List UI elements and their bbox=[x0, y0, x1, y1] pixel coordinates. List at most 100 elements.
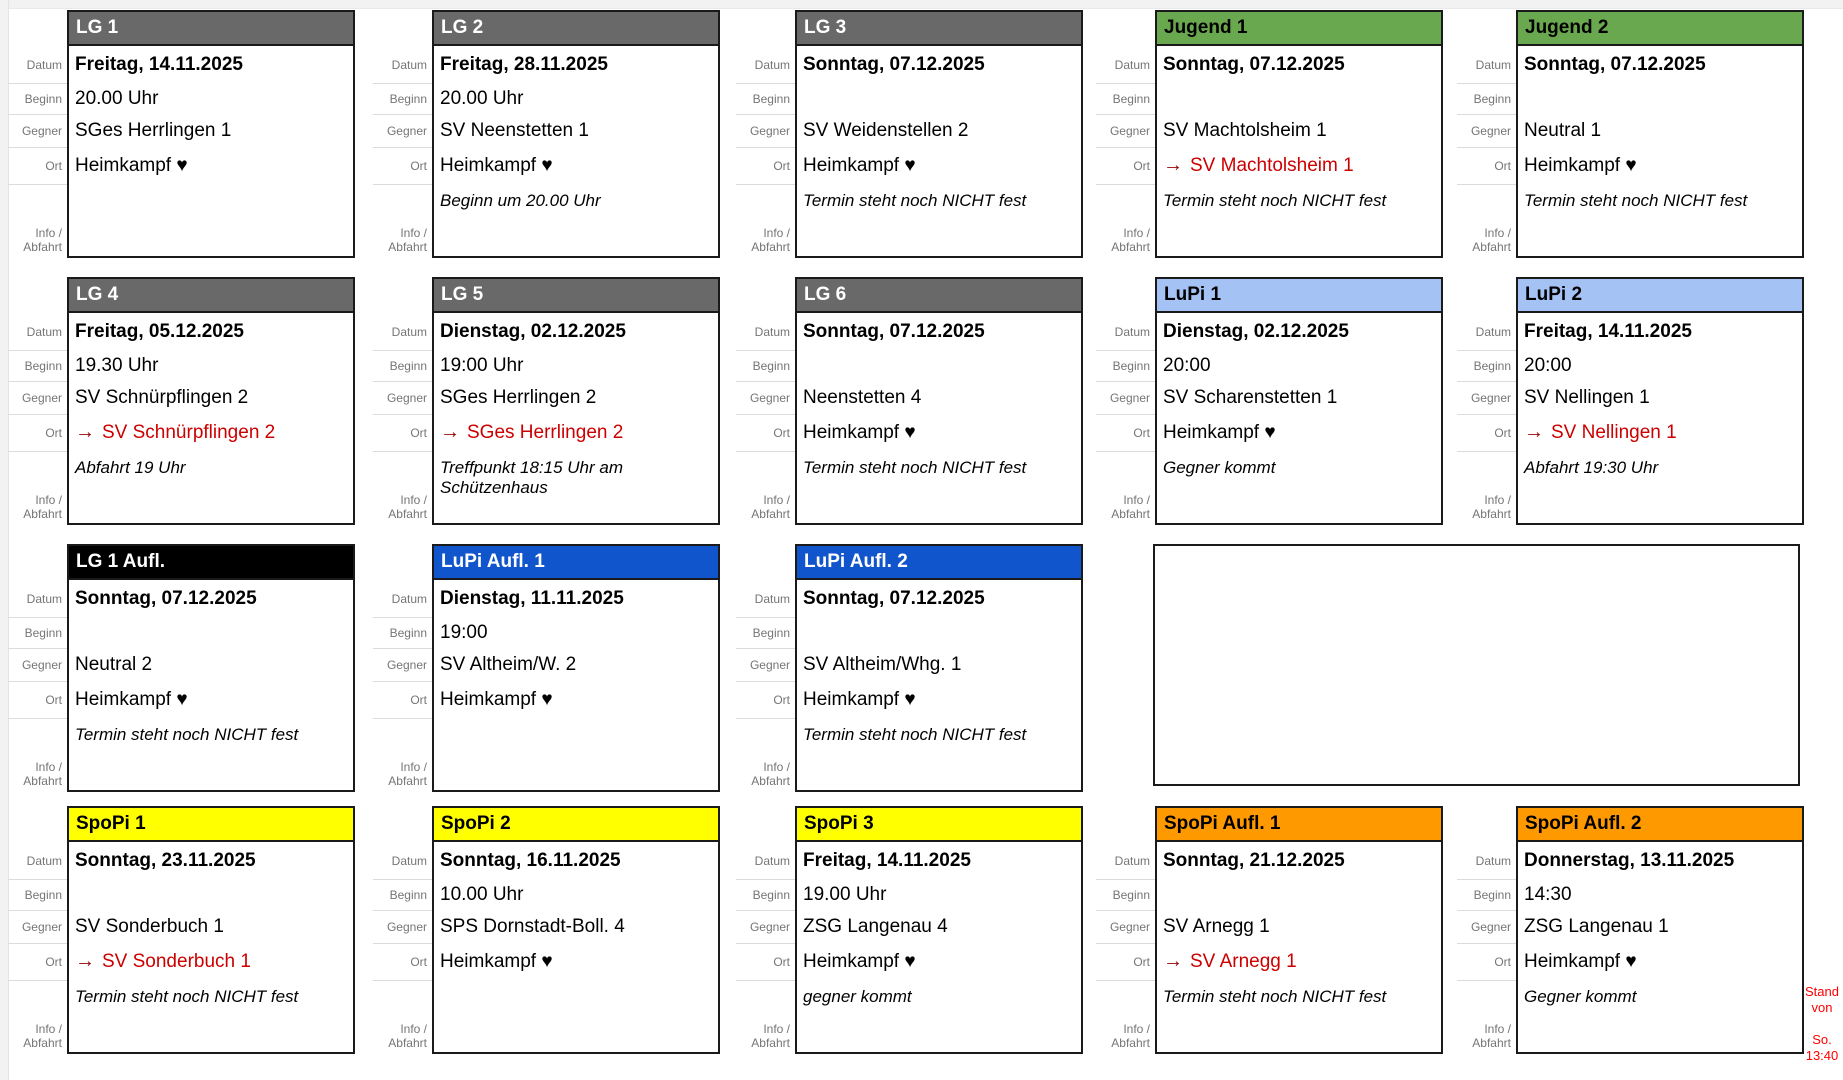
row-label-datum: Datum bbox=[1114, 324, 1150, 339]
row-label-info-line2: Abfahrt bbox=[751, 240, 790, 254]
row-label-datum: Datum bbox=[1475, 324, 1511, 339]
info-abfahrt-value: Termin steht noch NICHT fest bbox=[1163, 191, 1387, 210]
info-abfahrt-value bbox=[69, 184, 353, 256]
row-label-gegner: Gegner bbox=[1096, 381, 1155, 414]
row-label-gegner: Gegner bbox=[373, 114, 432, 147]
team-name-header: SpoPi Aufl. 2 bbox=[1518, 808, 1802, 842]
ort-text: Heimkampf ♥ bbox=[75, 154, 188, 176]
row-label-beginn: Beginn bbox=[1096, 879, 1155, 910]
row-label-info: Info / Abfahrt bbox=[1457, 980, 1516, 1054]
row-label-ort: Ort bbox=[8, 414, 67, 451]
ort-value: → Heimkampf ♥ bbox=[69, 681, 353, 718]
row-label-ort: Ort bbox=[1457, 414, 1516, 451]
row-label-ort: Ort bbox=[373, 147, 432, 184]
row-label-info-line2: Abfahrt bbox=[23, 774, 62, 788]
gegner-value: SV Altheim/W. 2 bbox=[440, 653, 577, 675]
row-label-info-line1: Info / bbox=[400, 226, 427, 240]
ort-value: → Heimkampf ♥ bbox=[797, 943, 1081, 980]
row-label-beginn: Beginn bbox=[8, 617, 67, 648]
ort-value: → SV Machtolsheim 1 bbox=[1157, 147, 1441, 184]
match-card-unit: Datum Beginn Gegner Ort Info / Abfahrt S… bbox=[1096, 806, 1443, 1054]
row-label-datum: Datum bbox=[1114, 853, 1150, 868]
datum-value: Freitag, 14.11.2025 bbox=[75, 53, 243, 75]
ort-text: Heimkampf ♥ bbox=[440, 154, 553, 176]
info-abfahrt-value: Termin steht noch NICHT fest bbox=[803, 191, 1027, 210]
match-card-unit: Datum Beginn Gegner Ort Info / Abfahrt L… bbox=[373, 277, 720, 525]
info-abfahrt-value: Gegner kommt bbox=[1524, 987, 1637, 1006]
row-label-beginn: Beginn bbox=[1457, 350, 1516, 381]
datum-value: Sonntag, 07.12.2025 bbox=[803, 320, 985, 342]
row-label-info-line2: Abfahrt bbox=[751, 507, 790, 521]
row-label-ort: Ort bbox=[1457, 943, 1516, 980]
beginn-value: 14:30 bbox=[1524, 883, 1572, 905]
match-card-unit: Datum Beginn Gegner Ort Info / Abfahrt L… bbox=[8, 277, 355, 525]
team-name-header: LG 3 bbox=[797, 12, 1081, 46]
team-name-header: LG 4 bbox=[69, 279, 353, 313]
row-label-gutter: Datum Beginn Gegner Ort Info / Abfahrt bbox=[736, 580, 795, 792]
match-card: Jugend 2 Sonntag, 07.12.2025 Neutral 1 →… bbox=[1516, 10, 1804, 258]
row-label-info-line1: Info / bbox=[1123, 226, 1150, 240]
row-label-info-line1: Info / bbox=[763, 493, 790, 507]
team-name-header: LG 1 Aufl. bbox=[69, 546, 353, 580]
gegner-value: SV Nellingen 1 bbox=[1524, 386, 1650, 408]
match-card: SpoPi Aufl. 2 Donnerstag, 13.11.2025 14:… bbox=[1516, 806, 1804, 1054]
ort-value: → SV Nellingen 1 bbox=[1518, 414, 1802, 451]
match-card: LG 3 Sonntag, 07.12.2025 SV Weidenstelle… bbox=[795, 10, 1083, 258]
gegner-value: SGes Herrlingen 2 bbox=[440, 386, 597, 408]
row-label-gutter: Datum Beginn Gegner Ort Info / Abfahrt bbox=[373, 842, 432, 1054]
stand-note-line1: Stand bbox=[1805, 984, 1839, 999]
info-abfahrt-value: Beginn um 20.00 Uhr bbox=[440, 191, 601, 210]
row-label-gegner: Gegner bbox=[8, 381, 67, 414]
row-label-ort: Ort bbox=[8, 943, 67, 980]
match-card: LG 1 Aufl. Sonntag, 07.12.2025 Neutral 2… bbox=[67, 544, 355, 792]
gegner-value: SV Neenstetten 1 bbox=[440, 119, 589, 141]
ort-value: → Heimkampf ♥ bbox=[797, 414, 1081, 451]
match-card: LG 6 Sonntag, 07.12.2025 Neenstetten 4 →… bbox=[795, 277, 1083, 525]
row-label-ort: Ort bbox=[8, 681, 67, 718]
row-label-info-line1: Info / bbox=[35, 760, 62, 774]
stand-note-gap bbox=[1801, 1016, 1843, 1032]
row-label-info-line1: Info / bbox=[400, 493, 427, 507]
row-label-info-line1: Info / bbox=[35, 493, 62, 507]
row-label-gutter: Datum Beginn Gegner Ort Info / Abfahrt bbox=[1096, 842, 1155, 1054]
ort-text: Heimkampf ♥ bbox=[440, 950, 553, 972]
row-label-info: Info / Abfahrt bbox=[8, 451, 67, 525]
team-name-header: LuPi 1 bbox=[1157, 279, 1441, 313]
row-label-gegner: Gegner bbox=[8, 114, 67, 147]
row-label-info-line2: Abfahrt bbox=[1111, 240, 1150, 254]
match-card: LG 4 Freitag, 05.12.2025 19.30 Uhr SV Sc… bbox=[67, 277, 355, 525]
info-abfahrt-value: gegner kommt bbox=[803, 987, 912, 1006]
ort-text: Heimkampf ♥ bbox=[1163, 421, 1276, 443]
gegner-value: SPS Dornstadt-Boll. 4 bbox=[440, 915, 625, 937]
row-label-gutter: Datum Beginn Gegner Ort Info / Abfahrt bbox=[1457, 46, 1516, 258]
match-card-unit: Datum Beginn Gegner Ort Info / Abfahrt L… bbox=[8, 544, 355, 792]
gegner-value: Neutral 2 bbox=[75, 653, 153, 675]
ort-text: Heimkampf ♥ bbox=[75, 688, 188, 710]
row-label-gutter: Datum Beginn Gegner Ort Info / Abfahrt bbox=[8, 842, 67, 1054]
row-label-info: Info / Abfahrt bbox=[8, 718, 67, 792]
ort-text: SV Schnürpflingen 2 bbox=[102, 421, 276, 443]
datum-value: Dienstag, 02.12.2025 bbox=[440, 320, 626, 342]
datum-value: Sonntag, 07.12.2025 bbox=[803, 53, 985, 75]
gegner-value: Neutral 1 bbox=[1524, 119, 1602, 141]
row-label-datum: Datum bbox=[754, 853, 790, 868]
match-card: LuPi 2 Freitag, 14.11.2025 20:00 SV Nell… bbox=[1516, 277, 1804, 525]
gegner-value: Neenstetten 4 bbox=[803, 386, 922, 408]
row-label-beginn: Beginn bbox=[373, 617, 432, 648]
row-label-beginn: Beginn bbox=[8, 879, 67, 910]
ort-value: → Heimkampf ♥ bbox=[434, 147, 718, 184]
info-abfahrt-value: Termin steht noch NICHT fest bbox=[803, 725, 1027, 744]
away-arrow-icon: → bbox=[1163, 950, 1183, 972]
match-card: LG 2 Freitag, 28.11.2025 20.00 Uhr SV Ne… bbox=[432, 10, 720, 258]
row-label-datum: Datum bbox=[391, 591, 427, 606]
beginn-value: 19:00 bbox=[440, 621, 488, 643]
row-label-info-line2: Abfahrt bbox=[1472, 1036, 1511, 1050]
away-arrow-icon: → bbox=[1524, 421, 1544, 443]
row-label-info: Info / Abfahrt bbox=[1096, 980, 1155, 1054]
info-abfahrt-value: Abfahrt 19 Uhr bbox=[75, 458, 186, 477]
beginn-value: 20.00 Uhr bbox=[75, 87, 159, 109]
gegner-value: SV Scharenstetten 1 bbox=[1163, 386, 1338, 408]
row-label-beginn: Beginn bbox=[373, 83, 432, 114]
row-label-gegner: Gegner bbox=[1457, 910, 1516, 943]
row-label-info-line1: Info / bbox=[35, 1022, 62, 1036]
